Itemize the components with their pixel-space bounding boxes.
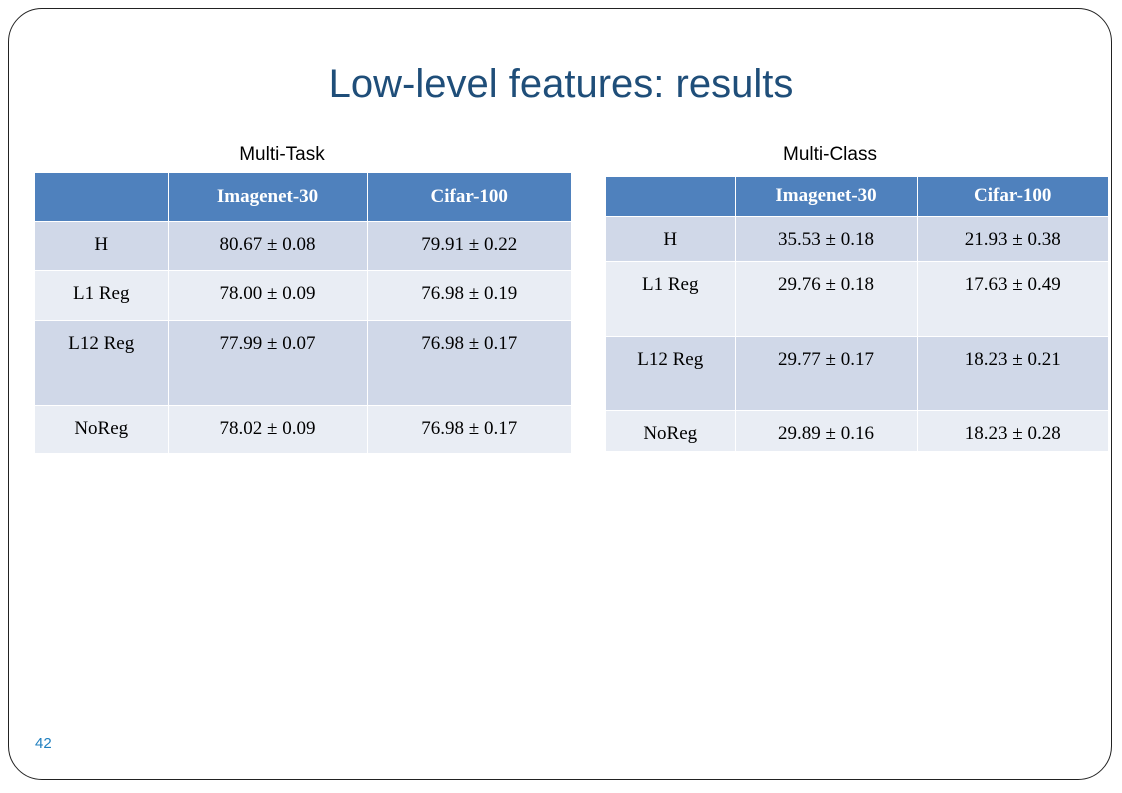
slide-title: Low-level features: results <box>328 62 794 106</box>
header-row: Imagenet-30 Cifar-100 <box>606 177 1108 216</box>
header-row: Imagenet-30 Cifar-100 <box>35 173 571 221</box>
table-cell: 29.89 ± 0.16 <box>734 409 917 451</box>
row-label: L1 Reg <box>606 260 735 336</box>
table-cell: 18.23 ± 0.21 <box>916 335 1108 410</box>
row-label: H <box>606 215 735 261</box>
table-row: L1 Reg 78.00 ± 0.09 76.98 ± 0.19 <box>35 269 571 320</box>
table-row: L12 Reg 29.77 ± 0.17 18.23 ± 0.21 <box>606 335 1108 410</box>
header-cell <box>35 173 168 221</box>
table-cell: 76.98 ± 0.17 <box>366 319 571 405</box>
table-cell: 35.53 ± 0.18 <box>734 215 917 261</box>
table-row: H 80.67 ± 0.08 79.91 ± 0.22 <box>35 220 571 270</box>
row-label: L12 Reg <box>606 335 735 410</box>
table-cell: 21.93 ± 0.38 <box>916 215 1108 261</box>
table-row: NoReg 29.89 ± 0.16 18.23 ± 0.28 <box>606 409 1108 451</box>
table-cell: 17.63 ± 0.49 <box>916 260 1108 336</box>
table-row: H 35.53 ± 0.18 21.93 ± 0.38 <box>606 215 1108 261</box>
table-caption: Multi-Class <box>783 144 877 165</box>
header-cell: Cifar-100 <box>916 177 1108 216</box>
table-cell: 29.76 ± 0.18 <box>734 260 917 336</box>
table-row: L1 Reg 29.76 ± 0.18 17.63 ± 0.49 <box>606 260 1108 336</box>
table-cell: 18.23 ± 0.28 <box>916 409 1108 451</box>
page-number: 42 <box>35 735 52 752</box>
table-cell: 78.02 ± 0.09 <box>167 404 367 453</box>
header-cell: Imagenet-30 <box>734 177 917 216</box>
table-cell: 76.98 ± 0.19 <box>366 269 571 320</box>
table-cell: 29.77 ± 0.17 <box>734 335 917 410</box>
table-row: L12 Reg 77.99 ± 0.07 76.98 ± 0.17 <box>35 319 571 405</box>
slide-frame <box>8 8 1112 780</box>
results-table: Imagenet-30 Cifar-100 H 35.53 ± 0.18 21.93 ±… <box>606 177 1108 451</box>
table-cell: 80.67 ± 0.08 <box>167 220 367 270</box>
header-cell: Imagenet-30 <box>167 173 367 221</box>
row-label: NoReg <box>35 404 168 453</box>
header-cell <box>606 177 735 216</box>
row-label: H <box>35 220 168 270</box>
row-label: NoReg <box>606 409 735 451</box>
table-caption: Multi-Task <box>239 144 325 165</box>
row-label: L12 Reg <box>35 319 168 405</box>
row-label: L1 Reg <box>35 269 168 320</box>
table-cell: 77.99 ± 0.07 <box>167 319 367 405</box>
results-table: Imagenet-30 Cifar-100 H 80.67 ± 0.08 79.91 ±… <box>35 173 571 453</box>
table-cell: 79.91 ± 0.22 <box>366 220 571 270</box>
table-cell: 78.00 ± 0.09 <box>167 269 367 320</box>
table-row: NoReg 78.02 ± 0.09 76.98 ± 0.17 <box>35 404 571 453</box>
header-cell: Cifar-100 <box>366 173 571 221</box>
table-cell: 76.98 ± 0.17 <box>366 404 571 453</box>
